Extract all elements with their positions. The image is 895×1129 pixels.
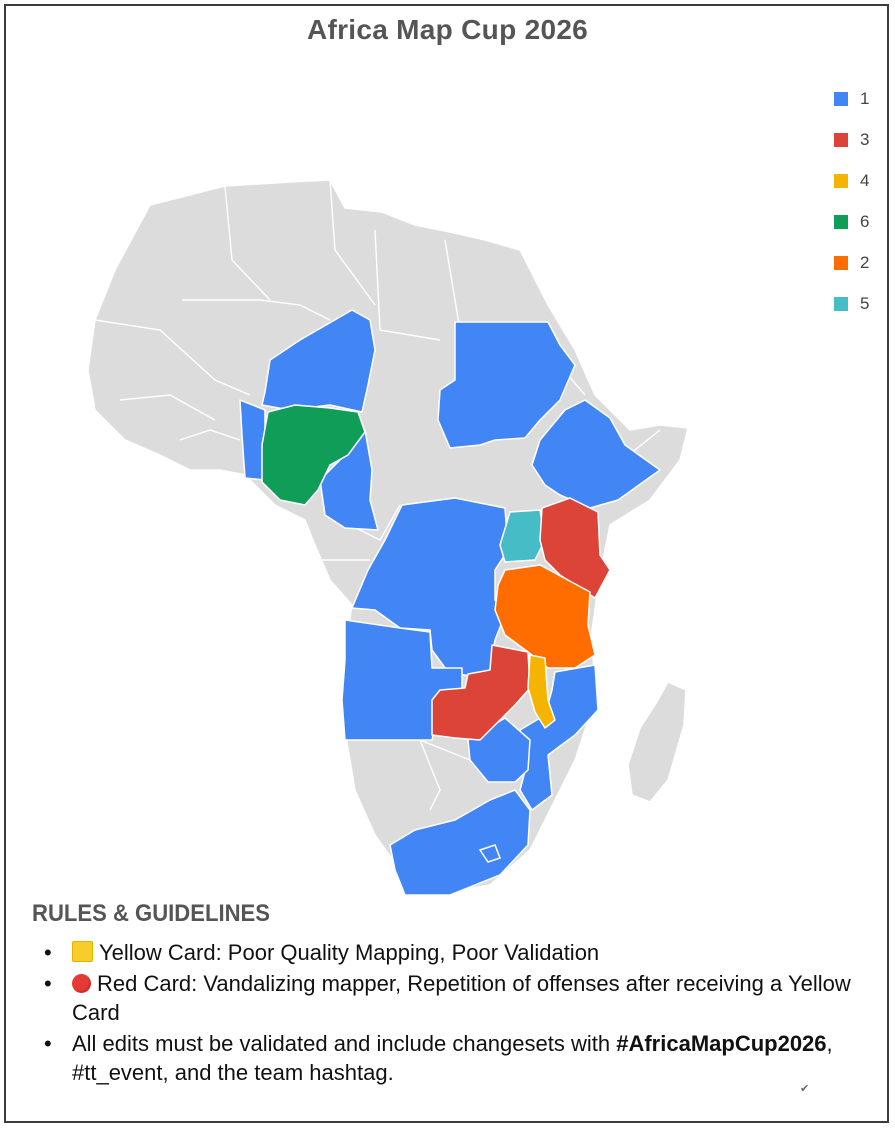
bullet-icon: • xyxy=(44,971,52,996)
map-title: Africa Map Cup 2026 xyxy=(306,14,589,45)
legend-swatch xyxy=(834,214,848,229)
rule-yellow-card: • Yellow Card: Poor Quality Mapping, Poo… xyxy=(32,938,882,967)
legend-item: 1 xyxy=(834,78,869,119)
country-malawi xyxy=(527,654,556,729)
legend-item: 4 xyxy=(834,160,869,201)
country-kenya xyxy=(539,497,611,599)
legend-item: 6 xyxy=(834,201,869,242)
country-lesotho xyxy=(478,844,501,863)
legend-label: 6 xyxy=(860,211,870,231)
rule-edits-hashtag: #AfricaMapCup2026 xyxy=(616,1031,827,1056)
red-card-icon xyxy=(72,974,91,993)
country-tanzania xyxy=(494,564,596,669)
rules-heading: RULES & GUIDELINES xyxy=(32,900,271,927)
rules-section: RULES & GUIDELINES • Yellow Card: Poor Q… xyxy=(32,900,882,1089)
country-south-africa xyxy=(389,789,531,896)
legend-label: 1 xyxy=(860,88,870,108)
rule-red-card: • Red Card: Vandalizing mapper, Repetiti… xyxy=(32,969,882,1027)
legend-swatch xyxy=(834,255,848,270)
legend-label: 3 xyxy=(860,129,870,149)
rules-list: • Yellow Card: Poor Quality Mapping, Poo… xyxy=(32,938,882,1087)
country-zambia-malawi-area xyxy=(431,644,531,741)
rule-yellow-card-text: Yellow Card: Poor Quality Mapping, Poor … xyxy=(99,940,600,965)
legend-swatch xyxy=(834,296,848,311)
country-ethiopia xyxy=(531,399,661,509)
rule-red-card-text: Red Card: Vandalizing mapper, Repetition… xyxy=(72,971,851,1025)
country-nigeria xyxy=(261,404,366,506)
legend-item: 5 xyxy=(834,283,869,324)
legend-item: 2 xyxy=(834,242,869,283)
rule-edits-suffix: , #tt_event, and the team hashtag. xyxy=(72,1031,833,1085)
legend-label: 5 xyxy=(860,293,870,313)
rule-edits-prefix: All edits must be validated and include … xyxy=(72,1031,617,1056)
legend-item: 3 xyxy=(834,119,869,160)
legend-label: 4 xyxy=(860,170,870,190)
corner-mark: ✔ xyxy=(800,1083,809,1095)
map-legend: 1 3 4 6 2 5 xyxy=(834,78,869,324)
legend-swatch xyxy=(834,173,848,188)
legend-swatch xyxy=(834,91,848,106)
legend-label: 2 xyxy=(860,252,870,272)
bullet-icon: • xyxy=(44,940,52,965)
bullet-icon: • xyxy=(44,1031,52,1056)
madagascar xyxy=(627,681,687,803)
legend-swatch xyxy=(834,132,848,147)
country-uganda xyxy=(499,509,546,563)
country-sudan xyxy=(437,321,576,449)
rule-edits: • All edits must be validated and includ… xyxy=(32,1029,882,1087)
yellow-card-icon xyxy=(72,941,93,962)
country-benin-togo xyxy=(239,399,266,481)
group-1-countries xyxy=(239,309,661,896)
